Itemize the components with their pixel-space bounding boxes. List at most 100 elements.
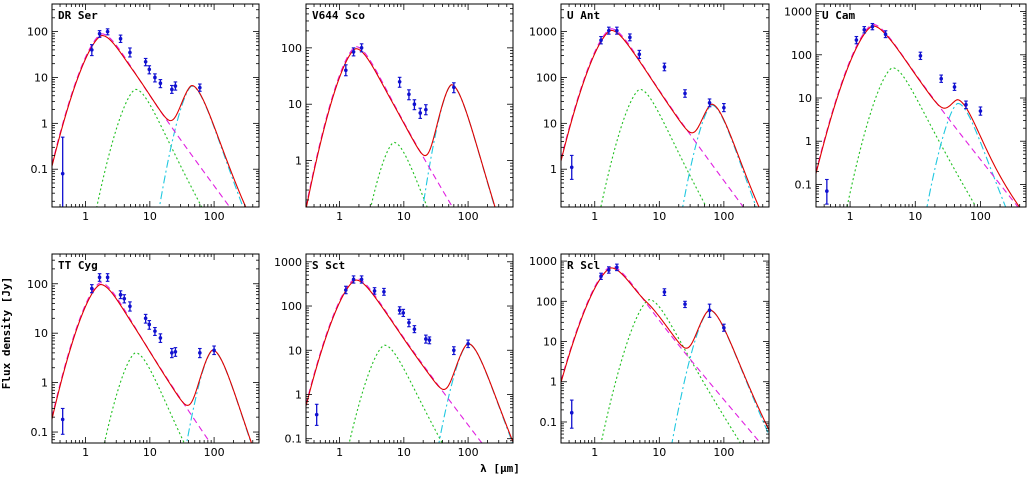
- model-curves: [306, 46, 496, 207]
- data-point: [147, 322, 152, 327]
- panel-title: S Sct: [312, 259, 345, 272]
- data-point: [452, 85, 456, 90]
- y-tick-label: 1: [295, 388, 302, 401]
- x-tick-label: 1: [82, 210, 89, 223]
- y-tick-label: 1: [295, 155, 302, 168]
- data-point: [418, 111, 423, 115]
- data-point: [90, 48, 94, 52]
- y-tick-label: 1: [550, 376, 557, 389]
- data-point: [628, 35, 632, 40]
- panel-frame: [560, 253, 770, 444]
- data-point: [60, 417, 65, 422]
- stellar-curve: [306, 277, 483, 443]
- observations: [60, 28, 202, 207]
- y-tick-label: 100: [281, 42, 302, 55]
- total-model-curve: [561, 29, 760, 207]
- data-point: [599, 38, 603, 42]
- data-point: [158, 81, 163, 86]
- y-tick-label: 10: [34, 327, 48, 340]
- data-point: [978, 109, 983, 113]
- data-point: [351, 277, 356, 282]
- y-tick-label: 0.1: [795, 178, 813, 191]
- y-tick-label: 0.1: [31, 163, 49, 176]
- panel-title: DR Ser: [58, 9, 98, 22]
- y-tick-label: 1: [550, 163, 557, 176]
- x-tick-label: 1: [847, 210, 854, 223]
- data-point: [825, 189, 829, 193]
- cold-shell-curve: [158, 85, 244, 207]
- data-point: [862, 27, 867, 32]
- data-point: [143, 59, 148, 64]
- data-point: [198, 85, 202, 90]
- data-point: [118, 292, 123, 297]
- data-point: [466, 341, 470, 346]
- y-tick-label: 100: [791, 49, 812, 62]
- model-curves: [561, 265, 769, 443]
- panel-frame: [51, 3, 260, 208]
- data-point: [212, 348, 216, 353]
- panel-u-cam: 1 10 100 0.1 1 10 100 1000 U Cam: [784, 3, 1027, 223]
- data-point: [606, 28, 611, 33]
- data-point: [637, 52, 642, 57]
- data-point: [173, 350, 178, 354]
- total-model-curve: [52, 283, 253, 443]
- x-tick-label: 10: [652, 446, 666, 459]
- x-tick-label: 10: [908, 210, 922, 223]
- data-point: [918, 53, 923, 58]
- panel-title: V644 Sco: [312, 9, 365, 22]
- x-tick-label: 100: [458, 446, 479, 459]
- y-tick-label: 10: [34, 71, 48, 84]
- data-point: [105, 275, 110, 280]
- hot-dust-curve: [96, 88, 203, 207]
- y-tick-label: 10: [543, 336, 557, 349]
- y-tick-label: 10: [543, 117, 557, 130]
- x-tick-label: 100: [204, 446, 225, 459]
- data-point: [198, 351, 202, 355]
- y-tick-label: 10: [288, 98, 302, 111]
- observations: [825, 22, 983, 205]
- data-point: [952, 85, 957, 89]
- data-point: [143, 316, 148, 321]
- data-point: [97, 275, 102, 280]
- y-tick-label: 100: [536, 295, 557, 308]
- y-tick-label: 1: [805, 135, 812, 148]
- data-point: [397, 79, 402, 84]
- data-point: [569, 165, 574, 170]
- panel-frame: [560, 3, 770, 208]
- stellar-curve: [561, 28, 745, 207]
- data-point: [427, 338, 432, 342]
- y-tick-label: 1000: [784, 6, 812, 19]
- total-model-curve: [306, 48, 496, 207]
- panel-dr-ser: 1 10 100 0.1 1 10 100 DR Ser: [27, 3, 260, 223]
- x-tick-label: 100: [713, 210, 734, 223]
- data-point: [883, 32, 888, 36]
- observations: [60, 273, 216, 435]
- x-tick-label: 10: [397, 210, 411, 223]
- panel-title: U Cam: [822, 9, 855, 22]
- data-point: [707, 308, 712, 313]
- x-tick-label: 10: [397, 446, 411, 459]
- data-point: [344, 288, 348, 292]
- y-tick-label: 100: [281, 300, 302, 313]
- data-point: [606, 268, 611, 272]
- data-point: [683, 302, 687, 306]
- y-tick-label: 1000: [529, 255, 557, 268]
- stellar-curve: [561, 265, 762, 443]
- total-model-curve: [561, 267, 769, 431]
- hot-dust-curve: [600, 88, 707, 207]
- x-tick-label: 1: [591, 210, 598, 223]
- x-tick-label: 100: [458, 210, 479, 223]
- y-tick-label: 1: [41, 377, 48, 390]
- data-point: [97, 31, 102, 36]
- panel-frame: [305, 253, 514, 444]
- data-point: [412, 327, 417, 331]
- data-point: [569, 410, 574, 415]
- x-tick-label: 10: [143, 446, 157, 459]
- x-tick-label: 1: [82, 446, 89, 459]
- y-tick-label: 0.1: [31, 426, 49, 439]
- data-point: [60, 171, 65, 176]
- data-point: [153, 329, 157, 333]
- x-tick-label: 1: [591, 446, 598, 459]
- cold-shell-curve: [422, 84, 496, 207]
